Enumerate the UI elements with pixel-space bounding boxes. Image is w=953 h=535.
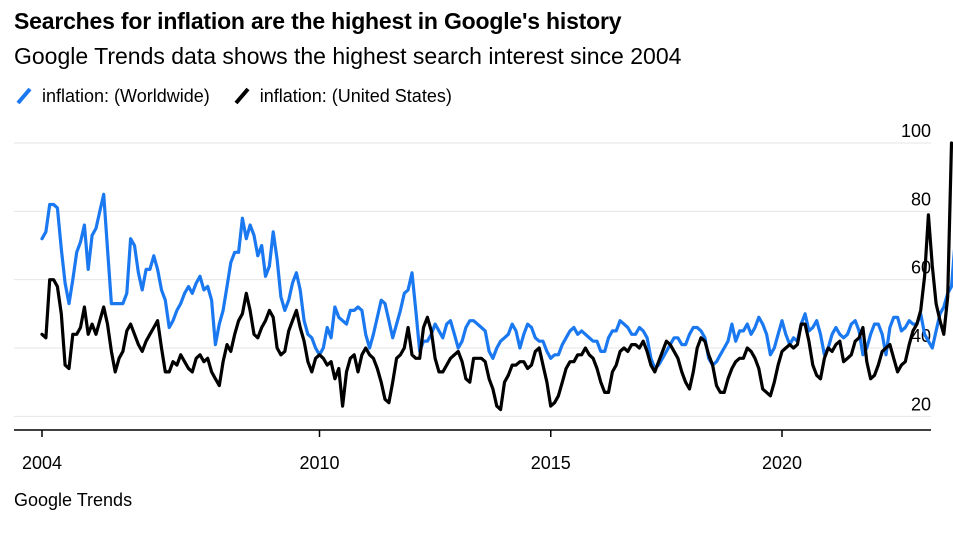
chart-subtitle: Google Trends data shows the highest sea…: [14, 43, 682, 69]
x-tick-label-2010: 2010: [299, 453, 339, 473]
x-tick-label-2004: 2004: [22, 453, 62, 473]
y-tick-label-100: 100: [901, 121, 931, 141]
y-tick-label-60: 60: [911, 258, 931, 278]
legend-label-worldwide: inflation: (Worldwide): [42, 85, 210, 106]
x-tick-label-2015: 2015: [531, 453, 571, 473]
series-line-worldwide: [40, 192, 953, 371]
legend-item-united-states: inflation: (United States): [232, 85, 452, 107]
y-tick-label-20: 20: [911, 394, 931, 414]
series-line-united-states: [40, 141, 953, 412]
source-note: Google Trends: [14, 490, 133, 510]
y-tick-label-80: 80: [911, 189, 931, 209]
y-tick-label-40: 40: [911, 326, 931, 346]
x-tick-label-2020: 2020: [762, 453, 802, 473]
legend-item-worldwide: inflation: (Worldwide): [14, 85, 210, 107]
legend-label-united-states: inflation: (United States): [259, 85, 452, 106]
legend-swatch-worldwide: [16, 87, 32, 105]
legend: inflation: (Worldwide) inflation: (Unite…: [14, 85, 474, 107]
chart-title: Searches for inflation are the highest i…: [14, 8, 622, 34]
legend-swatch-united-states: [234, 87, 250, 105]
